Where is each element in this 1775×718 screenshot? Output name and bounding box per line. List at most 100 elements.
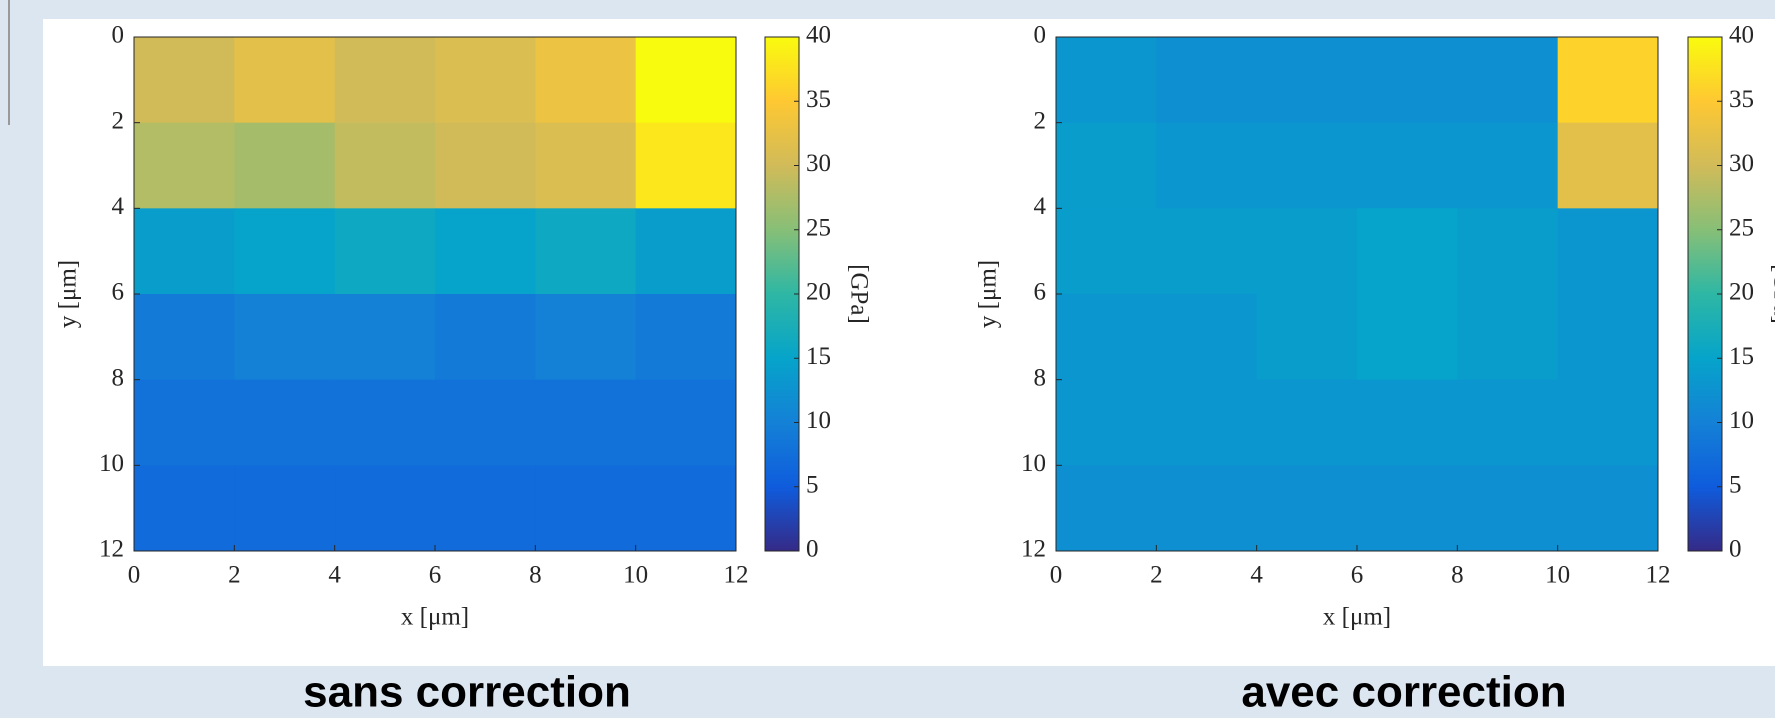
heatmap-cell bbox=[334, 37, 436, 124]
heatmap-cell bbox=[535, 379, 637, 466]
y-tick-label: 2 bbox=[112, 107, 125, 134]
heatmap-cell bbox=[134, 208, 235, 295]
heatmap-cell bbox=[1056, 379, 1157, 466]
colorbar-label: [GPa] bbox=[845, 264, 872, 324]
heatmap-cell bbox=[535, 294, 637, 381]
heatmap-cell bbox=[134, 37, 235, 124]
heatmap-cell bbox=[234, 465, 336, 552]
colorbar-tick-label: 20 bbox=[806, 279, 831, 306]
y-tick-label: 12 bbox=[1021, 536, 1046, 563]
heatmap-cell bbox=[1557, 294, 1659, 381]
heatmap-cell bbox=[535, 37, 637, 124]
heatmap-cell bbox=[1457, 379, 1559, 466]
heatmap-cell bbox=[1557, 122, 1659, 209]
heatmap-cell bbox=[535, 465, 637, 552]
colorbar-tick-label: 40 bbox=[806, 22, 831, 49]
x-tick-label: 12 bbox=[724, 562, 749, 589]
heatmap-cell bbox=[1457, 465, 1559, 552]
heatmap-cell bbox=[1457, 37, 1559, 124]
x-tick-label: 10 bbox=[1545, 562, 1570, 589]
colorbar-tick-label: 20 bbox=[1729, 279, 1754, 306]
heatmap-cell bbox=[435, 122, 536, 209]
heatmap-cell bbox=[234, 37, 336, 124]
heatmap-cell bbox=[334, 465, 436, 552]
x-tick-label: 2 bbox=[228, 562, 241, 589]
x-tick-label: 2 bbox=[1150, 562, 1163, 589]
y-tick-label: 2 bbox=[1034, 107, 1047, 134]
heatmap-cell bbox=[635, 465, 737, 552]
heatmap-cell bbox=[1256, 294, 1358, 381]
heatmap-cell bbox=[1056, 122, 1157, 209]
heatmap-cell bbox=[1056, 294, 1157, 381]
y-tick-label: 6 bbox=[1034, 279, 1047, 306]
y-axis-label: y [μm] bbox=[55, 260, 82, 328]
heatmap-cell bbox=[1457, 208, 1559, 295]
heatmap-cell bbox=[435, 379, 536, 466]
heatmap-cell bbox=[535, 208, 637, 295]
x-tick-label: 0 bbox=[128, 562, 141, 589]
heatmap-cell bbox=[535, 122, 637, 209]
x-tick-label: 8 bbox=[529, 562, 542, 589]
colorbar-label: [GPa] bbox=[1768, 264, 1775, 324]
heatmap-cell bbox=[1357, 122, 1458, 209]
heatmap-cell bbox=[1056, 208, 1157, 295]
heatmap-cell bbox=[435, 37, 536, 124]
heatmap-cell bbox=[234, 208, 336, 295]
heatmap-cell bbox=[1557, 465, 1659, 552]
heatmap-cell bbox=[1156, 122, 1258, 209]
heatmap-cell bbox=[1357, 465, 1458, 552]
colorbar-tick-label: 0 bbox=[1729, 536, 1742, 563]
heatmap-cell bbox=[334, 208, 436, 295]
heatmap-cell bbox=[134, 379, 235, 466]
heatmap-cell bbox=[1156, 37, 1258, 124]
x-axis-label: x [μm] bbox=[401, 604, 469, 631]
heatmap-cell bbox=[1457, 122, 1559, 209]
heatmap-cell bbox=[635, 208, 737, 295]
heatmap-cell bbox=[134, 122, 235, 209]
heatmap-cell bbox=[1156, 379, 1258, 466]
colorbar bbox=[1687, 36, 1723, 552]
colorbar-tick-label: 15 bbox=[1729, 343, 1754, 370]
colorbar bbox=[764, 36, 800, 552]
heatmap-cell bbox=[1056, 465, 1157, 552]
heatmap-cell bbox=[1256, 208, 1358, 295]
y-tick-label: 8 bbox=[112, 364, 125, 391]
y-tick-label: 8 bbox=[1034, 364, 1047, 391]
y-tick-label: 10 bbox=[1021, 450, 1046, 477]
heatmap-cell bbox=[635, 122, 737, 209]
heatmap-cell bbox=[435, 208, 536, 295]
heatmap-cell bbox=[134, 294, 235, 381]
heatmap-cell bbox=[234, 379, 336, 466]
colorbar-tick-label: 35 bbox=[806, 86, 831, 113]
heatmap-cell bbox=[1357, 379, 1458, 466]
colorbar-tick-label: 40 bbox=[1729, 22, 1754, 49]
x-tick-label: 6 bbox=[429, 562, 442, 589]
x-tick-label: 10 bbox=[623, 562, 648, 589]
heatmap-cell bbox=[1056, 37, 1157, 124]
x-tick-label: 12 bbox=[1646, 562, 1671, 589]
y-tick-label: 0 bbox=[1034, 22, 1047, 49]
x-tick-label: 4 bbox=[1250, 562, 1263, 589]
colorbar-tick-label: 15 bbox=[806, 343, 831, 370]
x-axis-label: x [μm] bbox=[1323, 604, 1391, 631]
colorbar-tick-label: 30 bbox=[806, 150, 831, 177]
y-tick-label: 4 bbox=[112, 193, 125, 220]
y-axis-label: y [μm] bbox=[975, 260, 1002, 328]
x-tick-label: 0 bbox=[1050, 562, 1063, 589]
heatmap-cell bbox=[1156, 465, 1258, 552]
colorbar-tick-label: 5 bbox=[806, 471, 819, 498]
heatmap-cell bbox=[435, 294, 536, 381]
x-tick-label: 4 bbox=[328, 562, 341, 589]
heatmap-cell bbox=[134, 465, 235, 552]
heatmap-cell bbox=[435, 465, 536, 552]
colorbar-tick-label: 25 bbox=[806, 214, 831, 241]
colorbar-tick-label: 35 bbox=[1729, 86, 1754, 113]
x-tick-label: 6 bbox=[1351, 562, 1364, 589]
heatmap-cell bbox=[1357, 294, 1458, 381]
caption: sans correction bbox=[303, 668, 631, 717]
heatmap-cell bbox=[334, 122, 436, 209]
heatmap-cell bbox=[1557, 208, 1659, 295]
colorbar-tick-label: 0 bbox=[806, 536, 819, 563]
